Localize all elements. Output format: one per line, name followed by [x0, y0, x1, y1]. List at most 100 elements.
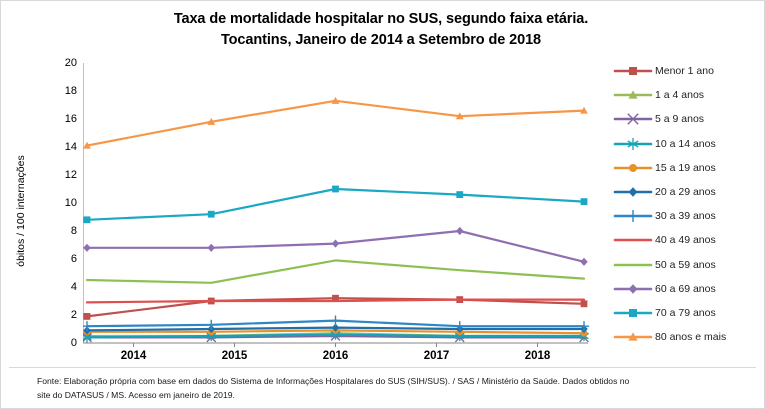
y-axis-tick-label: 2 [70, 309, 77, 321]
plot-area [83, 63, 590, 347]
series-line [83, 315, 590, 332]
data-point-square [332, 185, 339, 193]
data-point-diamond [628, 283, 638, 294]
data-point-square [629, 308, 637, 317]
chart-title-line-1: Taxa de mortalidade hospitalar no SUS, s… [173, 11, 589, 27]
data-point-plus [330, 315, 341, 326]
legend-swatch-icon [613, 281, 653, 297]
legend-item[interactable]: 5 a 9 anos [613, 107, 763, 131]
legend-label: 15 a 19 anos [655, 161, 716, 174]
data-point-plus [578, 321, 590, 332]
legend-swatch-icon [613, 87, 653, 103]
series-line [83, 96, 588, 149]
legend-label: 1 a 4 anos [655, 89, 705, 102]
y-axis-tick-label: 16 [64, 113, 77, 125]
data-point-plus [206, 319, 217, 330]
legend-swatch-icon [613, 63, 653, 79]
legend-item[interactable]: 15 a 19 anos [613, 156, 763, 180]
x-axis-tick-label: 2016 [322, 350, 349, 362]
data-point-x [627, 113, 639, 126]
legend-swatch-icon [613, 136, 653, 152]
y-axis-tick-label: 10 [64, 197, 77, 209]
data-point-diamond [83, 243, 91, 252]
data-point-diamond [456, 226, 464, 236]
data-point-diamond [207, 243, 215, 252]
data-point-square [83, 313, 91, 320]
legend-label: 70 a 79 anos [655, 306, 716, 319]
data-point-diamond [331, 323, 340, 332]
series-line [83, 226, 588, 266]
legend-label: Menor 1 ano [655, 65, 714, 78]
source-footnote: Fonte: Elaboração própria com base em da… [37, 374, 737, 402]
data-point-triangle [331, 96, 340, 104]
legend-item[interactable]: 70 a 79 anos [613, 301, 763, 325]
legend-label: 5 a 9 anos [655, 113, 705, 126]
chart-title-line-2: Tocantins, Janeiro de 2014 a Setembro de… [220, 32, 541, 49]
data-point-asterisk [627, 137, 639, 150]
y-axis-tick-label: 8 [70, 225, 77, 237]
data-point-triangle [628, 90, 638, 99]
legend-item[interactable]: 50 a 59 anos [613, 253, 763, 277]
x-axis-tick-label: 2015 [221, 350, 248, 362]
data-point-square [580, 300, 588, 308]
data-point-square [629, 67, 637, 76]
legend-item[interactable]: 60 a 69 anos [613, 277, 763, 301]
series-line [85, 298, 586, 304]
legend-label: 50 a 59 anos [655, 258, 716, 271]
footnote-divider [9, 367, 756, 368]
chart-title: Taxa de mortalidade hospitalar no SUS, s… [91, 9, 671, 51]
data-point-square [332, 294, 339, 302]
legend-item[interactable]: Menor 1 ano [613, 59, 763, 83]
legend-item[interactable]: 30 a 39 anos [613, 204, 763, 228]
legend-swatch-icon [613, 160, 653, 176]
legend-label: 80 anos e mais [655, 331, 727, 344]
data-point-diamond [628, 187, 638, 197]
legend-swatch-icon [613, 305, 653, 321]
series-line [85, 259, 586, 284]
legend-swatch-icon [613, 329, 653, 345]
data-point-triangle [83, 141, 91, 149]
legend-item[interactable]: 80 anos e mais [613, 325, 763, 349]
footnote-line-1: Fonte: Elaboração própria com base em da… [37, 376, 630, 386]
legend-swatch-icon [613, 232, 653, 248]
legend-item[interactable]: 1 a 4 anos [613, 83, 763, 107]
data-point-triangle [628, 332, 638, 341]
data-point-plus [627, 210, 639, 223]
series-line [83, 185, 588, 224]
legend-swatch-icon [613, 257, 653, 273]
data-point-diamond [331, 239, 340, 248]
data-point-triangle [455, 112, 464, 120]
x-axis-tick-label: 2018 [524, 350, 551, 362]
x-axis-tick-labels: 2014 2015 2016 2017 2018 [83, 348, 588, 366]
data-point-diamond [580, 257, 588, 266]
y-axis-tick-label: 0 [70, 337, 77, 349]
x-axis-tick-label: 2017 [423, 350, 450, 362]
chart-legend: Menor 1 ano 1 a 4 anos 5 a 9 anos 10 a 14 a… [613, 59, 763, 349]
series-canvas [83, 63, 590, 347]
x-axis-tick-label: 2014 [120, 350, 147, 362]
legend-item[interactable]: 10 a 14 anos [613, 132, 763, 156]
data-point-triangle [580, 106, 588, 114]
legend-swatch-icon [613, 111, 653, 127]
data-point-square [456, 191, 464, 198]
legend-item[interactable]: 20 a 29 anos [613, 180, 763, 204]
legend-label: 20 a 29 anos [655, 186, 716, 199]
data-point-triangle [207, 117, 216, 125]
data-point-circle [580, 329, 588, 337]
legend-swatch-icon [613, 208, 653, 224]
y-axis-tick-labels: 0 2 4 6 8 10 12 14 16 18 20 [49, 57, 77, 349]
footnote-line-2: site do DATASUS / MS. Acesso em janeiro … [37, 390, 235, 401]
y-axis-tick-label: 20 [64, 57, 77, 69]
legend-item[interactable]: 40 a 49 anos [613, 228, 763, 252]
data-point-plus [454, 321, 465, 332]
legend-label: 60 a 69 anos [655, 282, 716, 295]
y-axis-tick-label: 6 [70, 253, 77, 265]
y-axis-tick-label: 12 [64, 169, 77, 181]
data-point-square [83, 216, 91, 224]
y-axis-tick-label: 4 [70, 281, 77, 293]
data-point-square [580, 198, 588, 205]
data-point-circle [629, 163, 637, 172]
legend-swatch-icon [613, 184, 653, 200]
y-axis-title: óbitos / 100 internações [15, 155, 27, 267]
